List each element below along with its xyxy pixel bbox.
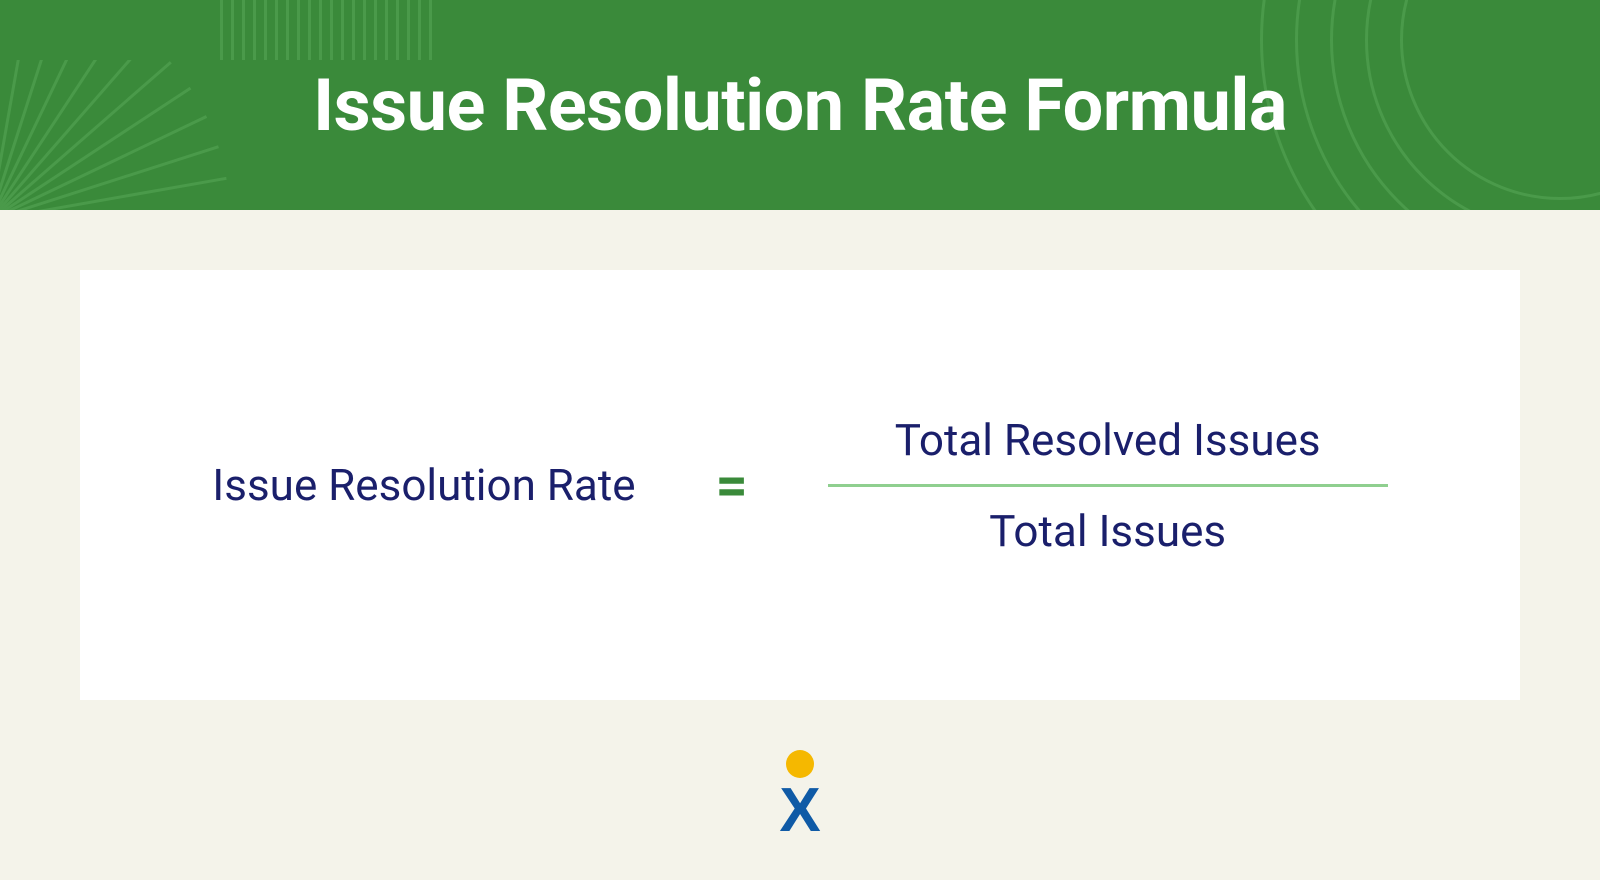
logo-x-icon: X xyxy=(779,780,820,842)
formula-numerator: Total Resolved Issues xyxy=(885,396,1331,484)
header-fan-decoration xyxy=(0,60,250,210)
brand-logo: X xyxy=(760,750,840,840)
header-arcs-decoration xyxy=(1260,0,1600,210)
formula-card: Issue Resolution Rate = Total Resolved I… xyxy=(80,270,1520,700)
formula-denominator: Total Issues xyxy=(979,487,1236,575)
page-title: Issue Resolution Rate Formula xyxy=(313,63,1287,148)
formula-lhs: Issue Resolution Rate xyxy=(212,459,635,511)
logo-dot-icon xyxy=(786,750,814,778)
logo-container: X xyxy=(0,750,1600,840)
header-ticks-decoration xyxy=(220,0,432,60)
formula-fraction: Total Resolved Issues Total Issues xyxy=(828,396,1388,575)
header-banner: Issue Resolution Rate Formula xyxy=(0,0,1600,210)
formula-equals: = xyxy=(716,470,748,501)
